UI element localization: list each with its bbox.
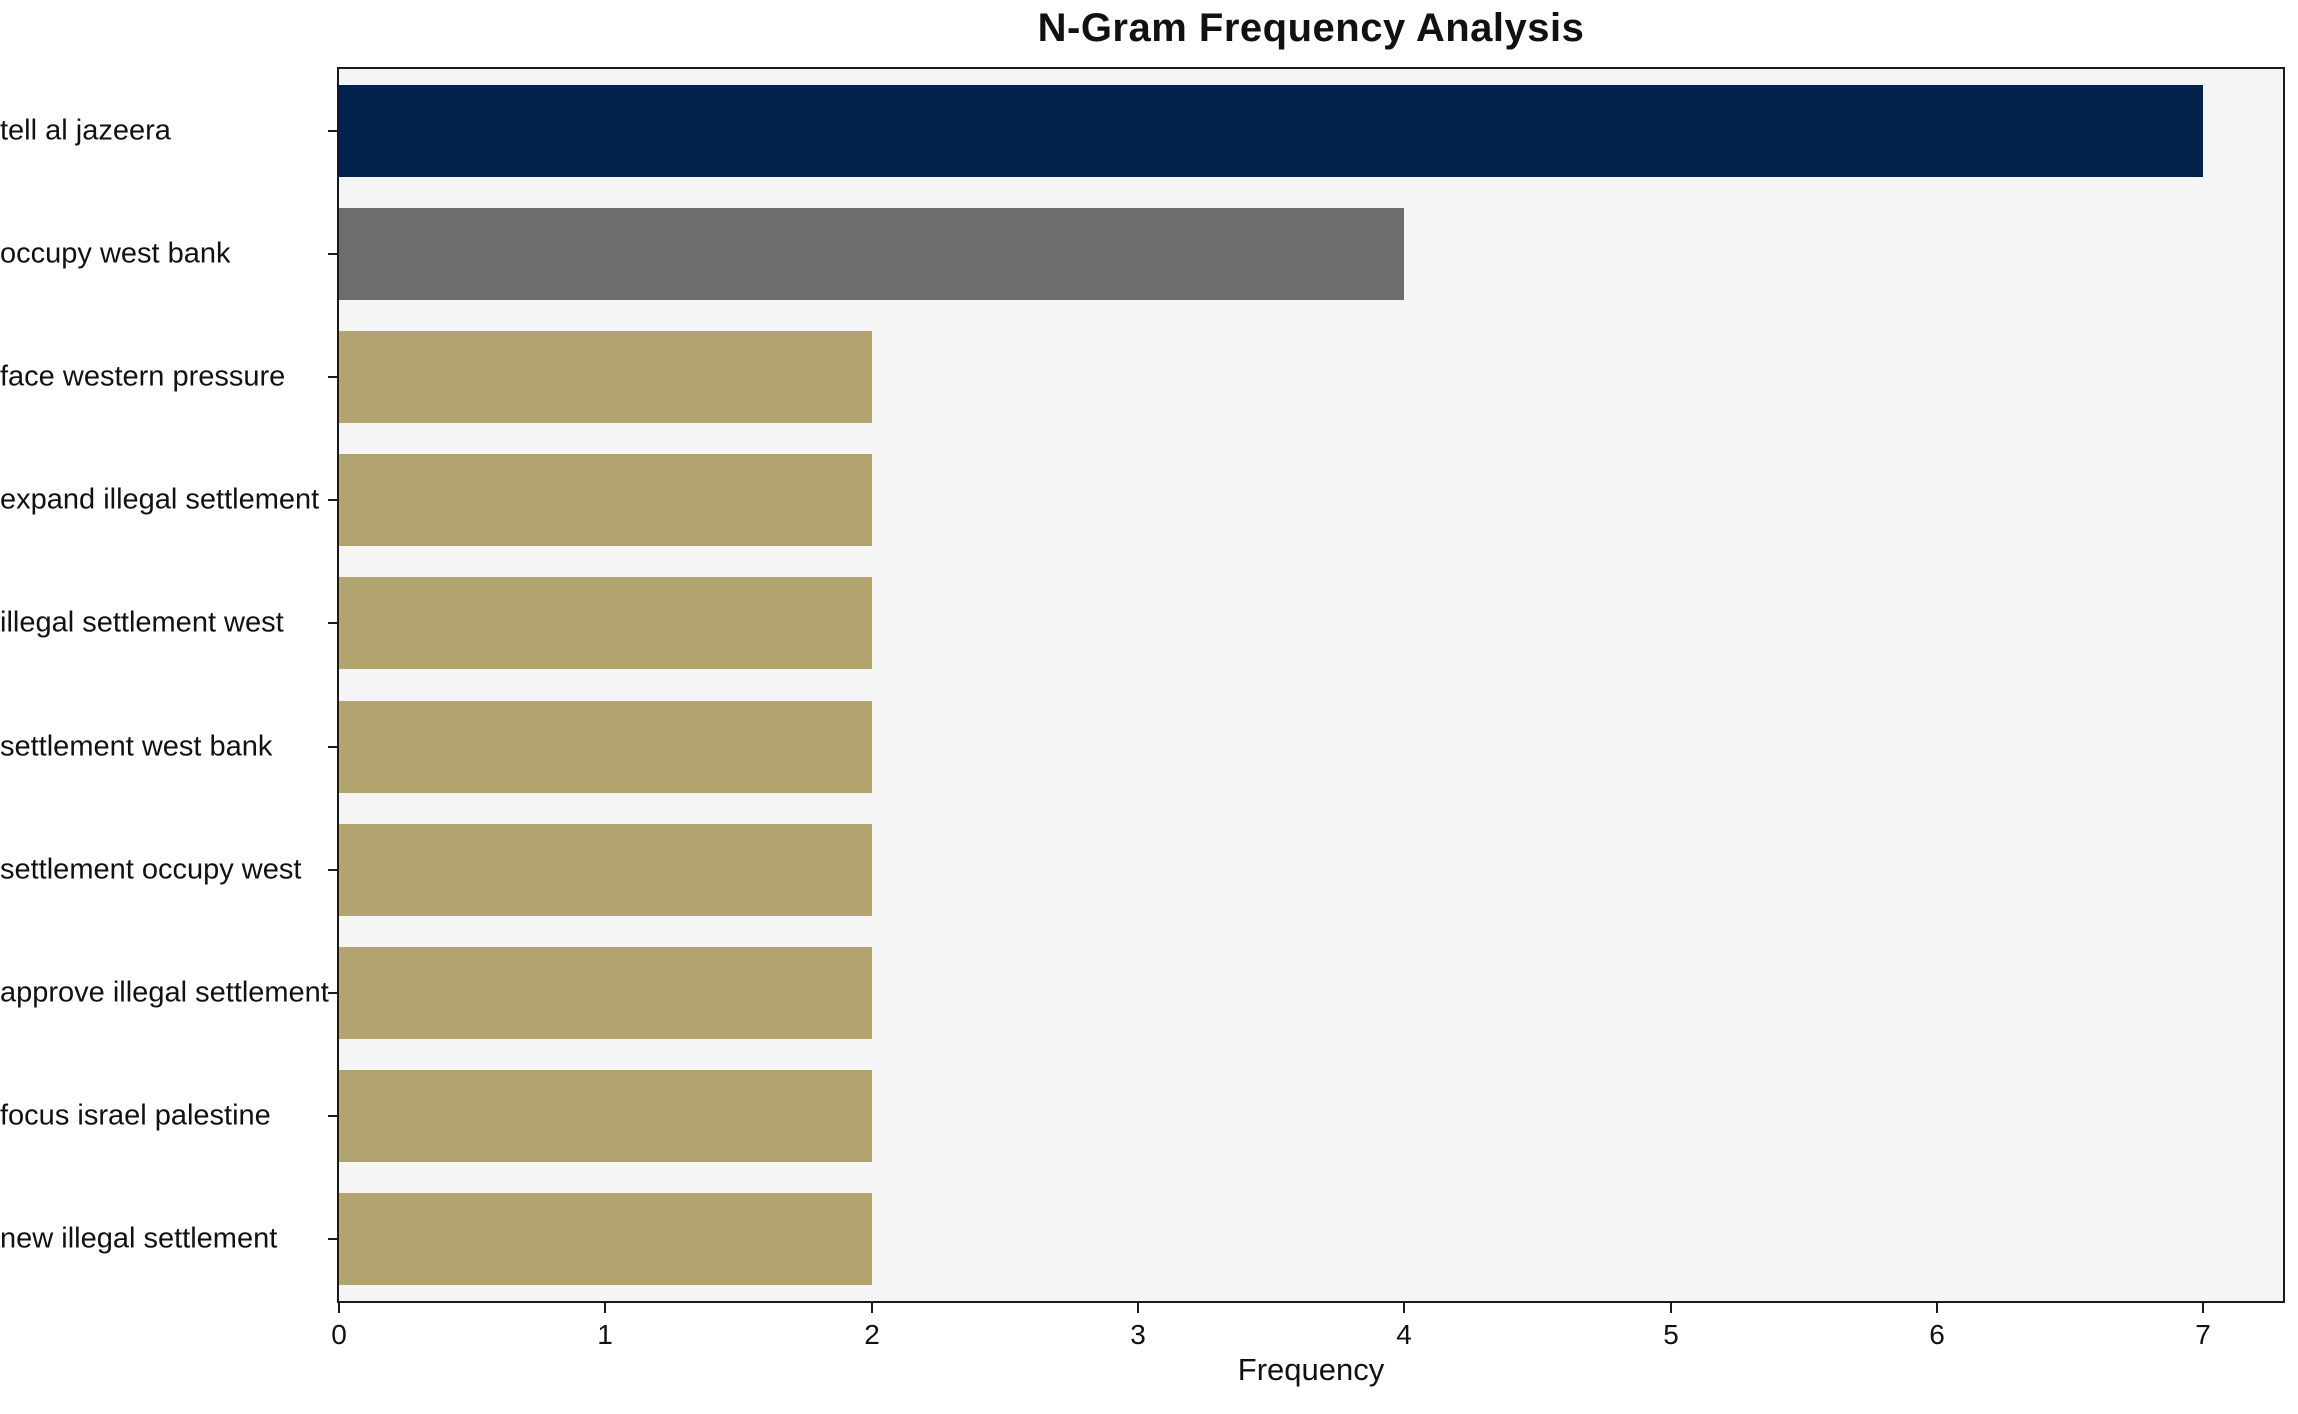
bar-focus-israel-palestine: [339, 1070, 872, 1162]
y-tick-mark: [328, 376, 337, 378]
x-tick-mark: [604, 1303, 606, 1313]
y-tick-mark: [328, 1115, 337, 1117]
x-tick-mark: [1670, 1303, 1672, 1313]
x-tick-label: 1: [597, 1319, 613, 1350]
bar-approve-illegal-settlement: [339, 947, 872, 1039]
plot-area: [337, 67, 2285, 1303]
bar-illegal-settlement-west: [339, 577, 872, 669]
chart-title: N-Gram Frequency Analysis: [1037, 6, 1585, 50]
bar-settlement-occupy-west: [339, 824, 872, 916]
x-axis-title: Frequency: [1237, 1352, 1385, 1387]
x-tick-mark: [1137, 1303, 1139, 1313]
x-tick-mark: [1403, 1303, 1405, 1313]
y-tick-mark: [328, 992, 337, 994]
bar-new-illegal-settlement: [339, 1193, 872, 1285]
x-tick-mark: [2202, 1303, 2204, 1313]
bar-expand-illegal-settlement: [339, 454, 872, 546]
y-tick-mark: [328, 499, 337, 501]
y-tick-label: illegal settlement west: [0, 606, 284, 639]
y-tick-mark: [328, 869, 337, 871]
y-tick-label: face western pressure: [0, 360, 286, 393]
bar-occupy-west-bank: [339, 208, 1404, 300]
y-tick-mark: [328, 622, 337, 624]
y-tick-label: tell al jazeera: [0, 114, 171, 147]
y-tick-mark: [328, 130, 337, 132]
x-tick-label: 5: [1663, 1319, 1679, 1350]
bar-settlement-west-bank: [339, 701, 872, 793]
x-tick-label: 3: [1130, 1319, 1146, 1350]
y-tick-mark: [328, 746, 337, 748]
y-tick-label: settlement occupy west: [0, 853, 302, 886]
y-tick-mark: [328, 253, 337, 255]
x-tick-label: 7: [2195, 1319, 2211, 1350]
x-tick-label: 4: [1396, 1319, 1412, 1350]
bar-tell-al-jazeera: [339, 85, 2203, 177]
x-tick-label: 2: [864, 1319, 880, 1350]
y-tick-label: new illegal settlement: [0, 1222, 278, 1255]
x-tick-mark: [871, 1303, 873, 1313]
bar-face-western-pressure: [339, 331, 872, 423]
x-tick-mark: [1936, 1303, 1938, 1313]
y-tick-label: focus israel palestine: [0, 1099, 271, 1132]
y-tick-label: settlement west bank: [0, 730, 273, 763]
y-tick-label: approve illegal settlement: [0, 976, 329, 1009]
y-tick-mark: [328, 1238, 337, 1240]
y-tick-label: occupy west bank: [0, 237, 231, 270]
x-tick-label: 0: [331, 1319, 347, 1350]
x-tick-mark: [338, 1303, 340, 1313]
y-tick-label: expand illegal settlement: [0, 483, 320, 516]
x-tick-label: 6: [1929, 1319, 1945, 1350]
